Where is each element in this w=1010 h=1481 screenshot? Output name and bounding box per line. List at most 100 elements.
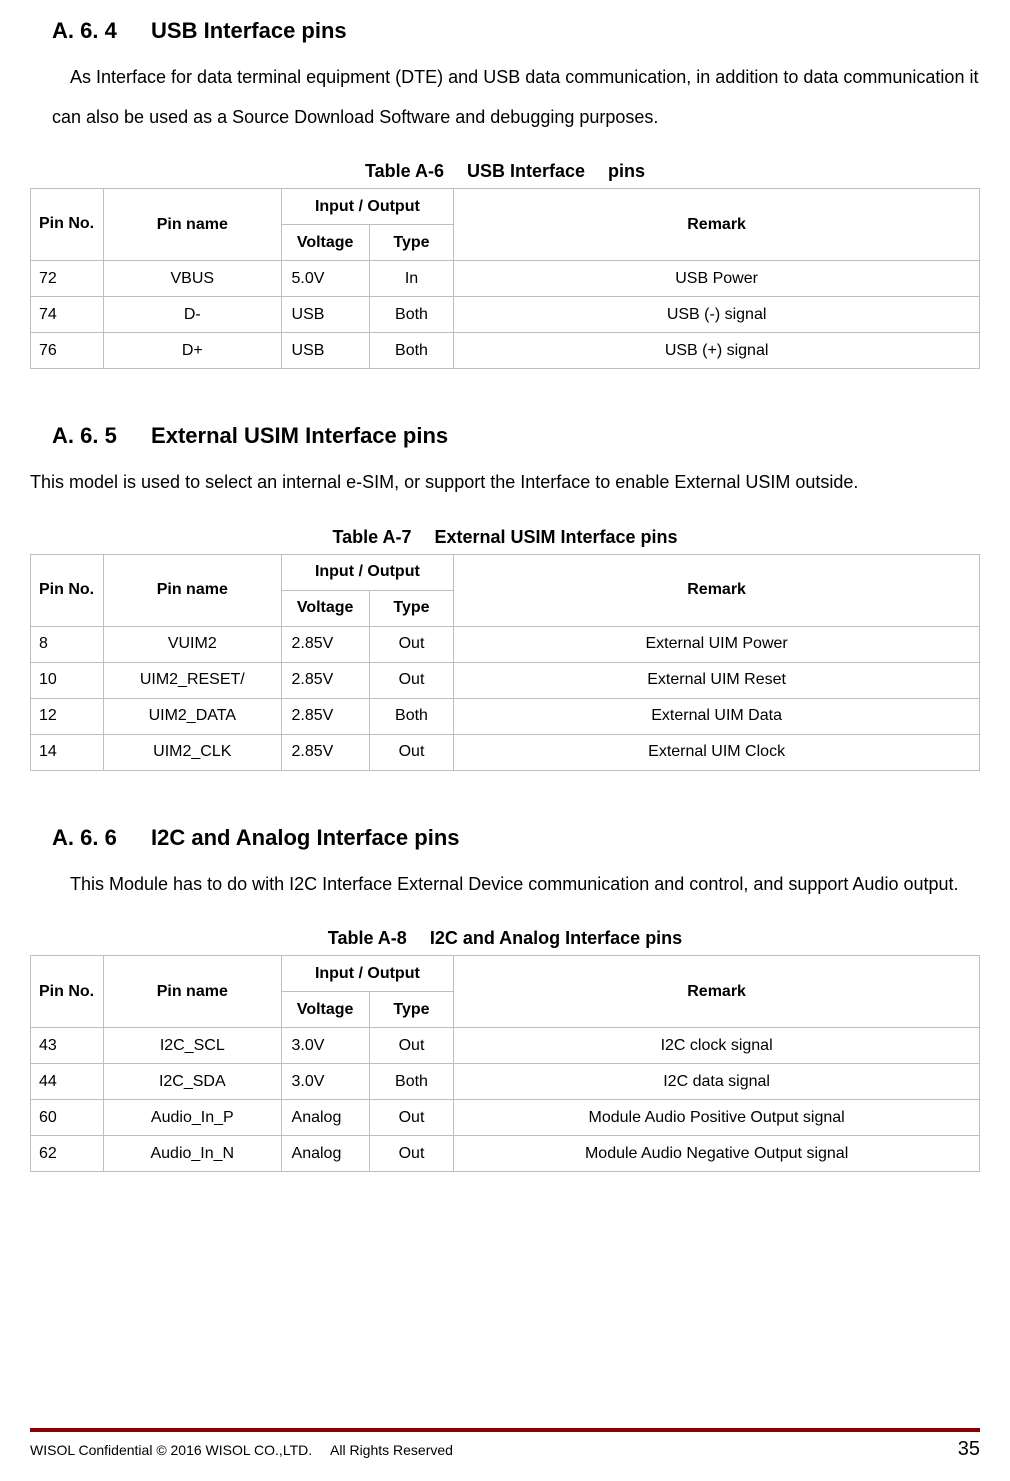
cell-pin-name: UIM2_DATA bbox=[104, 698, 281, 734]
cell-remark: External UIM Clock bbox=[454, 734, 980, 770]
cell-remark: I2C data signal bbox=[454, 1064, 980, 1100]
cell-remark: USB (-) signal bbox=[454, 297, 980, 333]
cell-type: Out bbox=[369, 662, 453, 698]
section-paragraph: This model is used to select an internal… bbox=[30, 463, 980, 503]
caption-part: External USIM Interface bbox=[434, 527, 635, 547]
table-caption: Table A-7 External USIM Interface pins bbox=[30, 527, 980, 548]
table-row: 10UIM2_RESET/2.85VOutExternal UIM Reset bbox=[31, 662, 980, 698]
cell-voltage: USB bbox=[281, 297, 369, 333]
cell-pin-no: 12 bbox=[31, 698, 104, 734]
th-type: Type bbox=[369, 225, 453, 261]
cell-type: Out bbox=[369, 734, 453, 770]
pin-table: Pin No.Pin nameInput / OutputRemark Volta… bbox=[30, 955, 980, 1172]
th-voltage: Voltage bbox=[281, 992, 369, 1028]
cell-remark: External UIM Power bbox=[454, 626, 980, 662]
cell-pin-name: Audio_In_N bbox=[104, 1136, 281, 1172]
cell-pin-no: 44 bbox=[31, 1064, 104, 1100]
table-caption: Table A-8 I2C and Analog Interface pins bbox=[30, 928, 980, 949]
caption-part: pins bbox=[585, 161, 645, 181]
table-row: 12UIM2_DATA2.85VBothExternal UIM Data bbox=[31, 698, 980, 734]
cell-pin-name: I2C_SCL bbox=[104, 1028, 281, 1064]
th-type: Type bbox=[369, 992, 453, 1028]
table-row: 44I2C_SDA3.0VBothI2C data signal bbox=[31, 1064, 980, 1100]
page-content: A. 6. 4 USB Interface pins As Interface f… bbox=[0, 0, 1010, 1172]
th-io: Input / Output bbox=[281, 189, 454, 225]
cell-type: Out bbox=[369, 1100, 453, 1136]
cell-remark: I2C clock signal bbox=[454, 1028, 980, 1064]
table-row: 62Audio_In_NAnalogOutModule Audio Negati… bbox=[31, 1136, 980, 1172]
cell-pin-no: 43 bbox=[31, 1028, 104, 1064]
cell-voltage: 2.85V bbox=[281, 698, 369, 734]
cell-pin-no: 14 bbox=[31, 734, 104, 770]
section-heading: A. 6. 5 External USIM Interface pins bbox=[52, 423, 980, 449]
th-pin-no: Pin No. bbox=[31, 956, 104, 1028]
section-paragraph: This Module has to do with I2C Interface… bbox=[52, 865, 980, 905]
cell-remark: USB (+) signal bbox=[454, 333, 980, 369]
th-pin-name: Pin name bbox=[104, 189, 281, 261]
cell-pin-name: VUIM2 bbox=[104, 626, 281, 662]
cell-voltage: 2.85V bbox=[281, 662, 369, 698]
cell-voltage: Analog bbox=[281, 1100, 369, 1136]
table-row: 43I2C_SCL3.0VOutI2C clock signal bbox=[31, 1028, 980, 1064]
th-pin-no: Pin No. bbox=[31, 554, 104, 626]
cell-pin-name: VBUS bbox=[104, 261, 281, 297]
pin-table: Pin No.Pin nameInput / OutputRemark Volta… bbox=[30, 188, 980, 369]
cell-pin-no: 8 bbox=[31, 626, 104, 662]
caption-part: Table A-8 bbox=[328, 928, 430, 948]
footer-row: WISOL Confidential © 2016 WISOL CO.,LTD.… bbox=[30, 1438, 980, 1461]
th-pin-no: Pin No. bbox=[31, 189, 104, 261]
cell-type: Out bbox=[369, 1136, 453, 1172]
cell-pin-name: D- bbox=[104, 297, 281, 333]
table-row: 72VBUS5.0VInUSB Power bbox=[31, 261, 980, 297]
cell-pin-no: 10 bbox=[31, 662, 104, 698]
th-voltage: Voltage bbox=[281, 590, 369, 626]
cell-voltage: 3.0V bbox=[281, 1028, 369, 1064]
table-row: 74D-USBBothUSB (-) signal bbox=[31, 297, 980, 333]
cell-type: In bbox=[369, 261, 453, 297]
caption-part: pins bbox=[636, 527, 678, 547]
section-paragraph: As Interface for data terminal equipment… bbox=[52, 58, 980, 137]
cell-pin-no: 76 bbox=[31, 333, 104, 369]
cell-pin-no: 60 bbox=[31, 1100, 104, 1136]
th-pin-name: Pin name bbox=[104, 554, 281, 626]
footer-page-number: 35 bbox=[958, 1438, 980, 1461]
cell-pin-name: Audio_In_P bbox=[104, 1100, 281, 1136]
cell-type: Out bbox=[369, 1028, 453, 1064]
th-io: Input / Output bbox=[281, 956, 454, 992]
cell-type: Both bbox=[369, 297, 453, 333]
cell-voltage: 2.85V bbox=[281, 734, 369, 770]
cell-remark: USB Power bbox=[454, 261, 980, 297]
table-row: 60Audio_In_PAnalogOutModule Audio Positi… bbox=[31, 1100, 980, 1136]
table-row: 76D+USBBothUSB (+) signal bbox=[31, 333, 980, 369]
th-remark: Remark bbox=[454, 956, 980, 1028]
cell-type: Both bbox=[369, 698, 453, 734]
cell-voltage: Analog bbox=[281, 1136, 369, 1172]
th-pin-name: Pin name bbox=[104, 956, 281, 1028]
cell-pin-name: UIM2_CLK bbox=[104, 734, 281, 770]
cell-type: Both bbox=[369, 1064, 453, 1100]
caption-part: Interface bbox=[510, 161, 585, 181]
cell-voltage: 3.0V bbox=[281, 1064, 369, 1100]
cell-pin-name: D+ bbox=[104, 333, 281, 369]
footer: WISOL Confidential © 2016 WISOL CO.,LTD.… bbox=[0, 1428, 1010, 1461]
table-row: 14UIM2_CLK2.85VOutExternal UIM Clock bbox=[31, 734, 980, 770]
cell-remark: External UIM Reset bbox=[454, 662, 980, 698]
table-row: 8VUIM22.85VOutExternal UIM Power bbox=[31, 626, 980, 662]
cell-pin-name: UIM2_RESET/ bbox=[104, 662, 281, 698]
section-heading: A. 6. 6 I2C and Analog Interface pins bbox=[52, 825, 980, 851]
section-heading: A. 6. 4 USB Interface pins bbox=[52, 18, 980, 44]
cell-pin-no: 62 bbox=[31, 1136, 104, 1172]
table-caption: Table A-6 USB Interface pins bbox=[30, 161, 980, 182]
cell-pin-name: I2C_SDA bbox=[104, 1064, 281, 1100]
th-voltage: Voltage bbox=[281, 225, 369, 261]
cell-voltage: USB bbox=[281, 333, 369, 369]
footer-confidential: WISOL Confidential © 2016 WISOL CO.,LTD.… bbox=[30, 1442, 453, 1458]
caption-part: pins bbox=[640, 928, 682, 948]
th-io: Input / Output bbox=[281, 554, 454, 590]
th-remark: Remark bbox=[454, 189, 980, 261]
cell-type: Both bbox=[369, 333, 453, 369]
caption-part: I2C and Analog Interface bbox=[430, 928, 640, 948]
cell-voltage: 5.0V bbox=[281, 261, 369, 297]
pin-table: Pin No.Pin nameInput / OutputRemarkVolta… bbox=[30, 554, 980, 771]
footer-divider bbox=[30, 1428, 980, 1432]
